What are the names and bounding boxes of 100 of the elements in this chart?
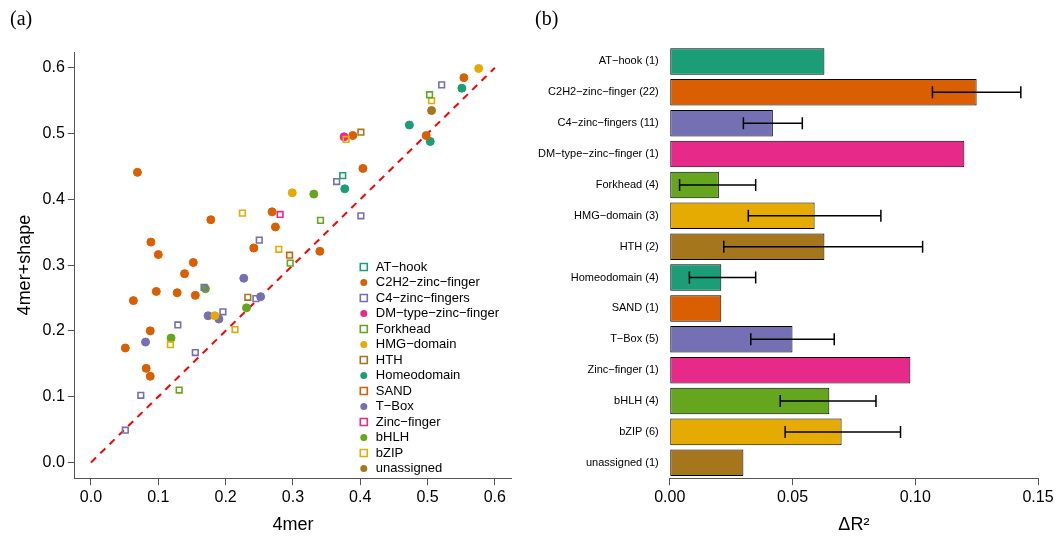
point (270, 222, 280, 232)
point (309, 189, 319, 199)
y-tick-label: 0.3 (42, 255, 65, 273)
point (459, 73, 469, 83)
y-tick-label: SAND (1) (611, 301, 659, 314)
y-tick-label: 0.2 (42, 321, 65, 339)
point (166, 341, 175, 349)
point (255, 236, 263, 244)
legend-label: T−Box (375, 398, 415, 414)
y-tick-label: Zinc−finger (1) (587, 363, 659, 376)
legend-label: DM−type−zinc−finger (375, 305, 500, 321)
point (357, 128, 365, 136)
point (315, 246, 325, 256)
point (286, 259, 294, 267)
point (175, 386, 183, 394)
point (141, 363, 151, 373)
x-tick-label: 0.05 (776, 488, 809, 506)
point (151, 286, 161, 296)
point (333, 177, 341, 186)
x-tick-label: 0.3 (281, 488, 305, 506)
point (210, 311, 220, 321)
legend-label: bHLH (375, 429, 410, 445)
point (132, 167, 142, 177)
point (231, 325, 239, 334)
point (316, 216, 325, 224)
point (348, 131, 358, 141)
y-tick-label: 0.4 (42, 189, 65, 207)
legend-label: Zinc−finger (375, 413, 442, 429)
point (249, 243, 259, 253)
x-tick-label: 0.4 (349, 488, 372, 506)
legend-label: bZIP (375, 444, 404, 460)
x-axis-title: 4mer (272, 514, 314, 535)
point (357, 212, 365, 220)
x-tick-label: 0.0 (79, 488, 103, 506)
point (276, 210, 284, 219)
point (244, 293, 252, 301)
point (287, 188, 297, 198)
point (206, 215, 216, 225)
point (128, 296, 138, 306)
x-tick-label: 0.5 (416, 488, 439, 506)
point (340, 184, 350, 194)
point (474, 63, 484, 73)
y-tick-label: C2H2−zinc−finger (22) (548, 85, 659, 98)
y-tick-label: HTH (2) (619, 239, 659, 252)
point (145, 326, 155, 336)
y-tick-label: Homeodomain (4) (570, 270, 659, 283)
point (427, 106, 437, 116)
point (358, 163, 368, 173)
point (239, 273, 249, 283)
legend-label: HMG−domain (375, 336, 457, 352)
point (219, 308, 227, 316)
legend-label: SAND (375, 382, 412, 398)
legend-label: Homeodomain (375, 367, 461, 383)
x-tick-label: 0.00 (654, 488, 686, 506)
x-tick-label: 0.15 (1022, 488, 1054, 506)
point (180, 269, 190, 279)
y-tick-label: Forkhead (4) (595, 177, 659, 190)
point (120, 343, 130, 353)
point (145, 371, 155, 381)
point (275, 245, 283, 253)
legend-label: AT−hook (375, 258, 428, 274)
point (252, 295, 260, 303)
point (238, 209, 247, 217)
point (267, 207, 277, 217)
point (190, 290, 200, 300)
legend-label: C2H2−zinc−finger (375, 274, 481, 290)
legend-label: C4−zinc−fingers (375, 289, 471, 305)
x-tick-label: 0.6 (483, 488, 507, 506)
y-tick-label: T−Box (5) (610, 332, 659, 345)
y-tick-label: bZIP (6) (619, 424, 659, 437)
x-axis-title: ΔR² (838, 514, 870, 535)
x-tick-label: 0.1 (147, 488, 170, 506)
legend-label: Forkhead (375, 320, 431, 336)
y-tick-label: HMG−domain (3) (574, 208, 659, 221)
point (285, 251, 294, 259)
y-tick-label: AT−hook (1) (598, 54, 659, 67)
y-tick-label: unassigned (1) (585, 455, 659, 468)
point (174, 321, 182, 329)
y-tick-label: DM−type−zinc−finger (1) (538, 147, 659, 160)
point (339, 172, 347, 180)
point (425, 91, 434, 99)
x-tick-label: 0.2 (214, 488, 237, 506)
y-tick-label: C4−zinc−fingers (11) (557, 116, 659, 129)
point (153, 250, 163, 260)
point (191, 348, 199, 357)
point (421, 131, 431, 141)
y-tick-label: 0.5 (42, 123, 65, 141)
point (141, 337, 151, 347)
point (438, 81, 446, 89)
point (457, 83, 467, 93)
y-tick-label: bHLH (4) (614, 394, 659, 407)
y-tick-label: 0.1 (42, 387, 65, 405)
point (188, 257, 198, 267)
point (241, 303, 251, 313)
point (146, 237, 156, 247)
point (172, 288, 182, 298)
legend-label: HTH (375, 351, 403, 367)
x-tick-label: 0.10 (899, 488, 931, 506)
y-tick-label: 0.0 (42, 452, 65, 470)
legend-label: unassigned (375, 460, 443, 476)
